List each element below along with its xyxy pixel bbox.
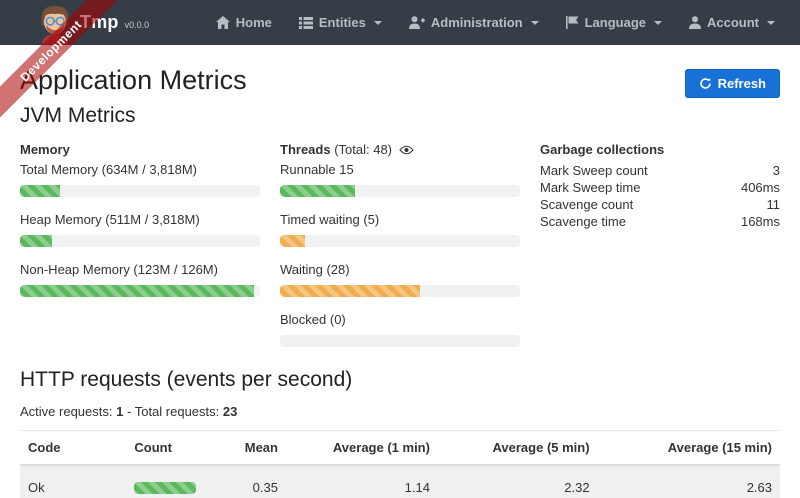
progress-label: Blocked (0) — [280, 312, 346, 327]
refresh-icon — [699, 77, 711, 89]
memory-title: Memory — [20, 142, 70, 157]
column-header-avg1: Average (1 min) — [285, 430, 438, 466]
page-title: Application Metrics — [20, 65, 247, 95]
gc-label: Scavenge time — [540, 214, 626, 229]
navbar: Tmp v0.0.0 Home Entities Administra — [0, 0, 800, 45]
refresh-button-label: Refresh — [717, 76, 766, 91]
eye-icon[interactable] — [398, 145, 414, 155]
progress-bar — [20, 235, 260, 247]
nav-item-label: Home — [235, 15, 272, 30]
nav-item-label: Entities — [318, 15, 366, 30]
table-header-row: Code Count Mean Average (1 min) Average … — [20, 430, 780, 466]
gc-value: 168ms — [740, 214, 780, 229]
progress-label: Non-Heap Memory (123M / 126M) — [20, 262, 218, 277]
progress-bar — [280, 185, 520, 197]
progress-bar — [20, 285, 260, 297]
threads-title-label: Threads — [280, 142, 331, 157]
table-row: Ok 0.35 1.14 2.32 2.63 — [20, 465, 780, 498]
refresh-button[interactable]: Refresh — [684, 69, 780, 98]
nav-item-label: Language — [584, 15, 646, 30]
gc-value: 3 — [772, 163, 780, 178]
gc-label: Scavenge count — [540, 197, 634, 212]
threads-total: (Total: 48) — [334, 142, 393, 157]
threads-title: Threads (Total: 48) — [280, 142, 520, 157]
cell-code: Ok — [28, 480, 45, 495]
progress-label: Timed waiting (5) — [280, 212, 380, 227]
memory-section: Memory Total Memory (634M / 3,818M) Heap… — [20, 142, 260, 362]
brand-version: v0.0.0 — [124, 19, 150, 30]
gc-title: Garbage collections — [540, 142, 665, 157]
gc-row-marksweep-count: Mark Sweep count 3 — [540, 162, 780, 179]
threads-waiting-group: Waiting (28) — [280, 262, 520, 297]
brand-title: Tmp — [80, 12, 119, 32]
column-header-avg15: Average (15 min) — [597, 430, 780, 466]
progress-bar — [20, 185, 260, 197]
progress-label: Runnable 15 — [280, 162, 354, 177]
gc-label: Mark Sweep time — [540, 180, 641, 195]
threads-runnable-group: Runnable 15 — [280, 162, 520, 197]
nav-item-entities[interactable]: Entities — [298, 15, 382, 30]
http-requests-table: Code Count Mean Average (1 min) Average … — [20, 430, 780, 498]
flag-icon — [565, 16, 579, 29]
http-requests-title: HTTP requests (events per second) — [20, 368, 353, 391]
total-requests-value: 23 — [222, 404, 238, 419]
jvm-metrics-title: JVM Metrics — [20, 104, 136, 127]
navbar-brand[interactable]: Tmp v0.0.0 — [36, 1, 149, 44]
count-progress-bar — [134, 481, 197, 494]
cell-avg1: 1.14 — [404, 480, 430, 495]
gc-value: 406ms — [740, 180, 780, 195]
user-plus-icon — [408, 16, 425, 29]
summary-separator: - — [126, 404, 132, 419]
chevron-down-icon — [767, 20, 775, 25]
column-header-mean: Mean — [217, 430, 286, 466]
chevron-down-icon — [654, 20, 662, 25]
user-icon — [689, 16, 701, 29]
nav-item-account[interactable]: Account — [689, 15, 775, 30]
cell-avg15: 2.63 — [746, 480, 772, 495]
threads-blocked-group: Blocked (0) — [280, 312, 520, 347]
nav-item-administration[interactable]: Administration — [408, 15, 539, 30]
threads-timedwaiting-group: Timed waiting (5) — [280, 212, 520, 247]
chevron-down-icon — [373, 20, 382, 25]
progress-bar — [280, 335, 520, 347]
cell-mean: 0.35 — [252, 480, 278, 495]
gc-row-scavenge-time: Scavenge time 168ms — [540, 213, 780, 230]
list-icon — [298, 16, 313, 29]
jvm-metrics-row: Memory Total Memory (634M / 3,818M) Heap… — [20, 142, 780, 362]
jhipster-mascot-logo-icon — [41, 5, 69, 44]
cell-avg5: 2.32 — [564, 480, 590, 495]
main-content: Application Metrics Refresh JVM Metrics … — [0, 45, 800, 498]
progress-label: Waiting (28) — [280, 262, 350, 277]
navbar-menu: Home Entities Administration — [215, 15, 775, 30]
gc-label: Mark Sweep count — [540, 163, 648, 178]
nav-item-label: Administration — [430, 15, 523, 30]
progress-label: Heap Memory (511M / 3,818M) — [20, 212, 200, 227]
progress-bar — [280, 285, 520, 297]
cell-count — [126, 465, 217, 498]
nav-item-language[interactable]: Language — [565, 15, 662, 30]
chevron-down-icon — [530, 20, 539, 25]
nav-item-label: Account — [707, 15, 759, 30]
progress-bar — [280, 235, 520, 247]
active-requests-value: 1 — [116, 404, 124, 419]
progress-label: Total Memory (634M / 3,818M) — [20, 162, 198, 177]
column-header-avg5: Average (5 min) — [437, 430, 598, 466]
column-header-count: Count — [126, 430, 218, 466]
memory-total-group: Total Memory (634M / 3,818M) — [20, 162, 260, 197]
gc-section: Garbage collections Mark Sweep count 3 M… — [540, 142, 780, 362]
column-header-code: Code — [20, 430, 127, 466]
gc-row-scavenge-count: Scavenge count 11 — [540, 196, 780, 213]
memory-heap-group: Heap Memory (511M / 3,818M) — [20, 212, 260, 247]
home-icon — [215, 16, 230, 29]
gc-value: 11 — [766, 197, 781, 212]
total-requests-label: Total requests: — [134, 404, 220, 419]
gc-row-marksweep-time: Mark Sweep time 406ms — [540, 179, 780, 196]
threads-section: Threads (Total: 48) Runnable 15 Timed wa… — [280, 142, 520, 362]
memory-nonheap-group: Non-Heap Memory (123M / 126M) — [20, 262, 260, 297]
active-requests-label: Active requests: — [20, 404, 113, 419]
requests-summary: Active requests: 1 - Total requests: 23 — [20, 404, 780, 419]
nav-item-home[interactable]: Home — [215, 15, 272, 30]
